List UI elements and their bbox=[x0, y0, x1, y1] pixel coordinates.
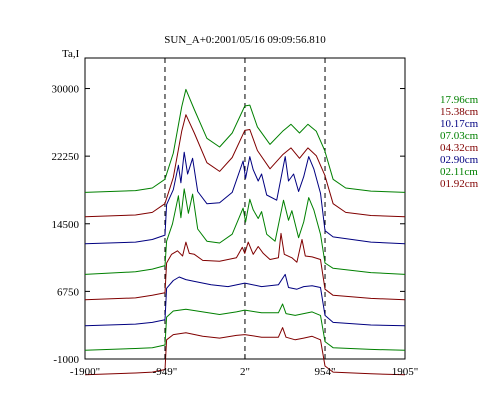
x-tick-label-1: -949" bbox=[153, 366, 178, 378]
legend-entry-2: 10.17cm bbox=[440, 118, 479, 130]
legend-entry-5: 02.90cm bbox=[440, 154, 479, 166]
series-line-4 bbox=[84, 232, 406, 301]
series-line-7 bbox=[84, 327, 406, 376]
x-axis-ticks: -1900" -949" 2" 954" 1905" bbox=[70, 354, 418, 378]
y-tick-label-1: 6750 bbox=[57, 286, 80, 298]
legend-entry-4: 04.32cm bbox=[440, 142, 479, 154]
series-line-3 bbox=[84, 188, 406, 275]
series-group bbox=[84, 88, 406, 376]
legend-entry-6: 02.11cm bbox=[440, 166, 478, 178]
series-line-0 bbox=[84, 88, 406, 193]
legend: 17.96cm15.38cm10.17cm07.03cm04.32cm02.90… bbox=[440, 94, 479, 190]
x-tick-label-2: 2" bbox=[240, 366, 250, 378]
legend-entry-1: 15.38cm bbox=[440, 106, 479, 118]
y-axis-ticks: -1000 6750 14500 22250 30000 bbox=[52, 84, 405, 366]
chart-title: SUN_A+0:2001/05/16 09:09:56.810 bbox=[164, 34, 326, 46]
y-tick-label-0: -1000 bbox=[53, 354, 79, 366]
legend-entry-3: 07.03cm bbox=[440, 130, 479, 142]
y-tick-label-2: 14500 bbox=[52, 219, 80, 231]
series-line-5 bbox=[84, 273, 406, 327]
y-axis-label: Ta,I bbox=[62, 48, 80, 60]
y-tick-label-3: 22250 bbox=[52, 151, 80, 163]
series-line-1 bbox=[84, 114, 406, 218]
x-tick-label-0: -1900" bbox=[70, 366, 100, 378]
series-line-6 bbox=[84, 303, 406, 351]
y-tick-label-4: 30000 bbox=[52, 84, 80, 96]
legend-entry-0: 17.96cm bbox=[440, 94, 479, 106]
series-line-2 bbox=[84, 151, 406, 245]
x-tick-label-3: 954" bbox=[315, 366, 336, 378]
x-tick-label-4: 1905" bbox=[392, 366, 419, 378]
legend-entry-7: 01.92cm bbox=[440, 178, 479, 190]
